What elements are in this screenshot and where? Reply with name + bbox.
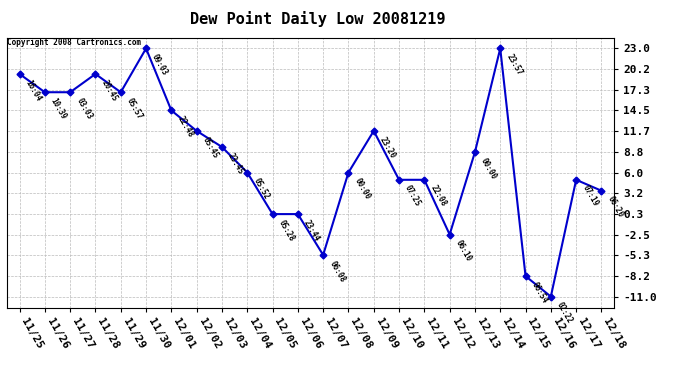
Text: 05:28: 05:28: [277, 218, 296, 243]
Text: 07:19: 07:19: [580, 184, 600, 209]
Text: 09:03: 09:03: [150, 53, 170, 77]
Text: 23:57: 23:57: [504, 53, 524, 77]
Text: 23:45: 23:45: [226, 151, 246, 176]
Text: 00:00: 00:00: [479, 156, 498, 181]
Text: 03:03: 03:03: [75, 96, 94, 121]
Text: 16:04: 16:04: [23, 78, 43, 103]
Text: 06:54: 06:54: [530, 280, 549, 305]
Text: 06:10: 06:10: [454, 239, 473, 263]
Text: 20:45: 20:45: [99, 78, 119, 103]
Text: 23:44: 23:44: [302, 218, 322, 243]
Text: 06:08: 06:08: [327, 259, 346, 284]
Text: 06:20: 06:20: [606, 195, 625, 219]
Text: 02:22: 02:22: [555, 301, 574, 325]
Text: 05:57: 05:57: [125, 96, 144, 121]
Text: 05:45: 05:45: [201, 135, 220, 160]
Text: Copyright 2008 Cartronics.com: Copyright 2008 Cartronics.com: [7, 38, 141, 46]
Text: 22:48: 22:48: [175, 115, 195, 139]
Text: 10:39: 10:39: [49, 96, 68, 121]
Text: Dew Point Daily Low 20081219: Dew Point Daily Low 20081219: [190, 11, 445, 27]
Text: 22:08: 22:08: [428, 184, 448, 209]
Text: 00:00: 00:00: [353, 177, 372, 201]
Text: 05:52: 05:52: [251, 177, 270, 201]
Text: 07:25: 07:25: [403, 184, 422, 209]
Text: 23:20: 23:20: [378, 135, 397, 160]
